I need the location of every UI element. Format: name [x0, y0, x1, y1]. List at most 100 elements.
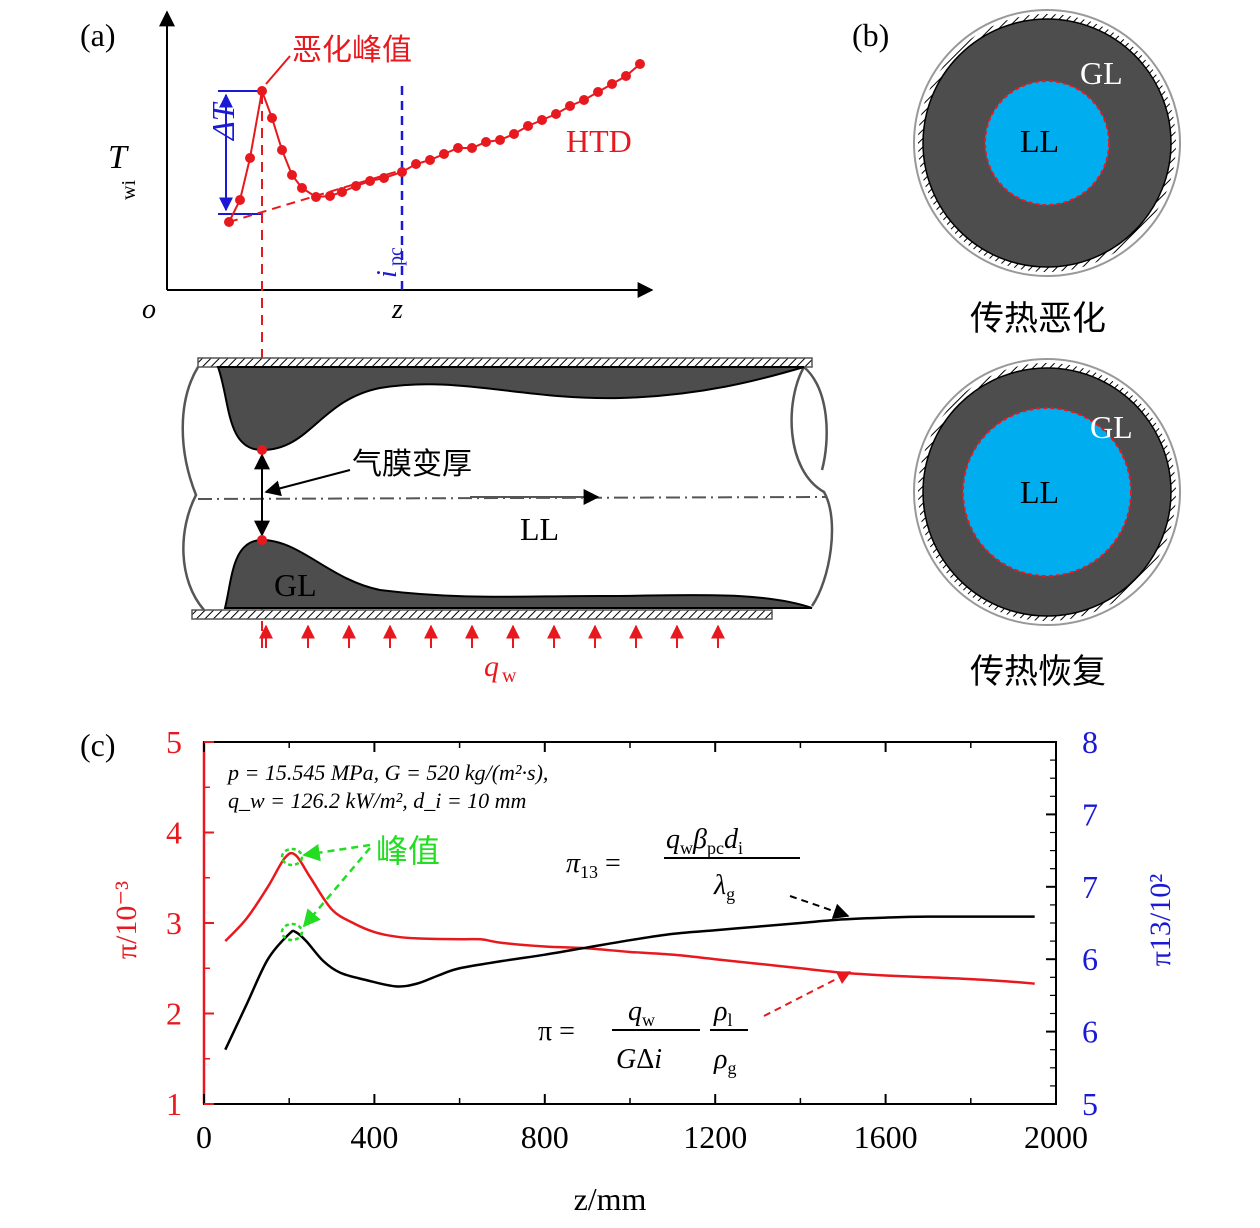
y-left-tick-label: 1 [166, 1086, 182, 1122]
caption: 传热恢复 [970, 652, 1106, 692]
htd-point [287, 170, 297, 180]
htd-points [224, 59, 645, 227]
heatflux-label: q [484, 650, 499, 683]
tube-bottom-wall [191, 609, 773, 620]
axis-tick-labels: 0 400 800 1200 1600 2000 1 2 3 4 5 5 6 6 7 7 8 [166, 724, 1098, 1155]
x-tick-label: 1200 [683, 1119, 747, 1155]
delta-label: ΔT [205, 101, 241, 142]
htd-point [607, 79, 617, 89]
htd-point [481, 137, 491, 147]
peak-arrow-2 [302, 847, 371, 928]
caption: 传热恶化 [970, 299, 1106, 339]
gas-film-top [216, 366, 805, 452]
htd-point [495, 135, 505, 145]
htd-point [551, 109, 561, 119]
series-pi-line [224, 851, 1035, 985]
htd-point [224, 217, 234, 227]
peak-label: 峰值 [376, 832, 440, 870]
ipc-label: i pc [372, 247, 407, 278]
htd-point [411, 159, 421, 169]
svg-text:π =: π = [538, 1016, 575, 1047]
htd-point [509, 129, 519, 139]
htd-point [311, 192, 321, 202]
htd-point [235, 195, 245, 205]
peak-marker-pi [280, 847, 304, 867]
x-tick-label: 400 [350, 1119, 398, 1155]
ipc-sub: pc [385, 247, 407, 266]
peak-marker-pi13 [280, 922, 304, 942]
y-right-tick-label: 7 [1082, 796, 1098, 832]
x-tick-label: 2000 [1024, 1119, 1088, 1155]
htd-point [245, 153, 255, 163]
peak-arrow-1 [302, 843, 371, 862]
x-tick-label: 800 [521, 1119, 569, 1155]
tube-annotation: 气膜变厚 [352, 447, 472, 482]
x-tick-label: 1600 [854, 1119, 918, 1155]
svg-text:ρg: ρg [713, 1044, 736, 1078]
htd-point [425, 155, 435, 165]
film-label: GL [274, 567, 317, 603]
htd-point [397, 167, 407, 177]
htd-point [257, 86, 267, 96]
panel-a: (a) T wi o z i pc ΔT 恶化峰值 HTD [80, 10, 834, 687]
y-left-tick-label: 3 [166, 905, 182, 941]
tube-left-end [181, 366, 205, 611]
htd-point [593, 87, 603, 97]
x-tick-label: 0 [196, 1119, 212, 1155]
htd-point [297, 183, 307, 193]
htd-point [439, 149, 449, 159]
outer-label: GL [1080, 55, 1123, 91]
y-right-tick-label: 6 [1082, 1014, 1098, 1050]
tube-top-wall [197, 357, 813, 368]
htd-point [379, 173, 389, 183]
conditions-line1: p = 15.545 MPa, G = 520 kg/(m²·s), [226, 760, 548, 785]
y-right-tick-label: 5 [1082, 1086, 1098, 1122]
y-left-tick-label: 2 [166, 996, 182, 1032]
htd-point [365, 176, 375, 186]
htd-point [537, 115, 547, 125]
curve-label: HTD [566, 123, 632, 159]
htd-point [579, 95, 589, 105]
eq-pi13-arrow [789, 895, 850, 919]
eq-pi-arrow [763, 971, 852, 1017]
svg-text:qw: qw [628, 996, 655, 1030]
htd-point [467, 143, 477, 153]
conditions-line2: q_w = 126.2 kW/m², d_i = 10 mm [228, 788, 526, 813]
origin-label: o [142, 294, 156, 325]
htd-point [523, 121, 533, 131]
htd-point [565, 101, 575, 111]
heatflux-sub: w [502, 665, 517, 687]
eq-pi: π = qw GΔi ρl ρg [538, 996, 748, 1078]
peak-pointer [265, 55, 291, 85]
film-edge-top-dot [257, 445, 267, 455]
y-right-label: π13/10² [1144, 874, 1177, 966]
y-left-tick-label: 5 [166, 724, 182, 760]
inner-label: LL [1020, 123, 1059, 159]
circle-deterioration: GL LL 传热恶化 [913, 9, 1181, 339]
svg-text:ρl: ρl [713, 996, 732, 1030]
panel-b: (b) GL LL 传热恶化 GL LL 传热恢复 [852, 9, 1181, 692]
htd-point [621, 71, 631, 81]
htd-point [453, 143, 463, 153]
liquid-core [984, 80, 1110, 206]
y-left-label: π/10⁻³ [110, 881, 143, 959]
htd-point [337, 187, 347, 197]
svg-text:GΔi: GΔi [616, 1044, 662, 1075]
x-axis-label: z/mm [574, 1181, 647, 1217]
axis-ticks [203, 741, 1057, 1105]
x-axis-label: z [391, 294, 403, 325]
eq-pi13: π13 = qwβpcdi λg [566, 824, 800, 904]
tube: 气膜变厚 LL GL [181, 357, 834, 620]
htd-point [277, 145, 287, 155]
htd-point [267, 113, 277, 123]
series-pi13-line [224, 915, 1035, 1051]
outer-label: GL [1090, 409, 1133, 445]
gas-film-bottom [223, 538, 813, 609]
svg-text:qwβpcdi: qwβpcdi [666, 824, 743, 858]
htd-point [325, 191, 335, 201]
circle-recovery: GL LL 传热恢复 [913, 358, 1181, 692]
film-edge-bottom-dot [257, 535, 267, 545]
inner-label: LL [1020, 474, 1059, 510]
y-left-tick-label: 4 [166, 815, 182, 851]
